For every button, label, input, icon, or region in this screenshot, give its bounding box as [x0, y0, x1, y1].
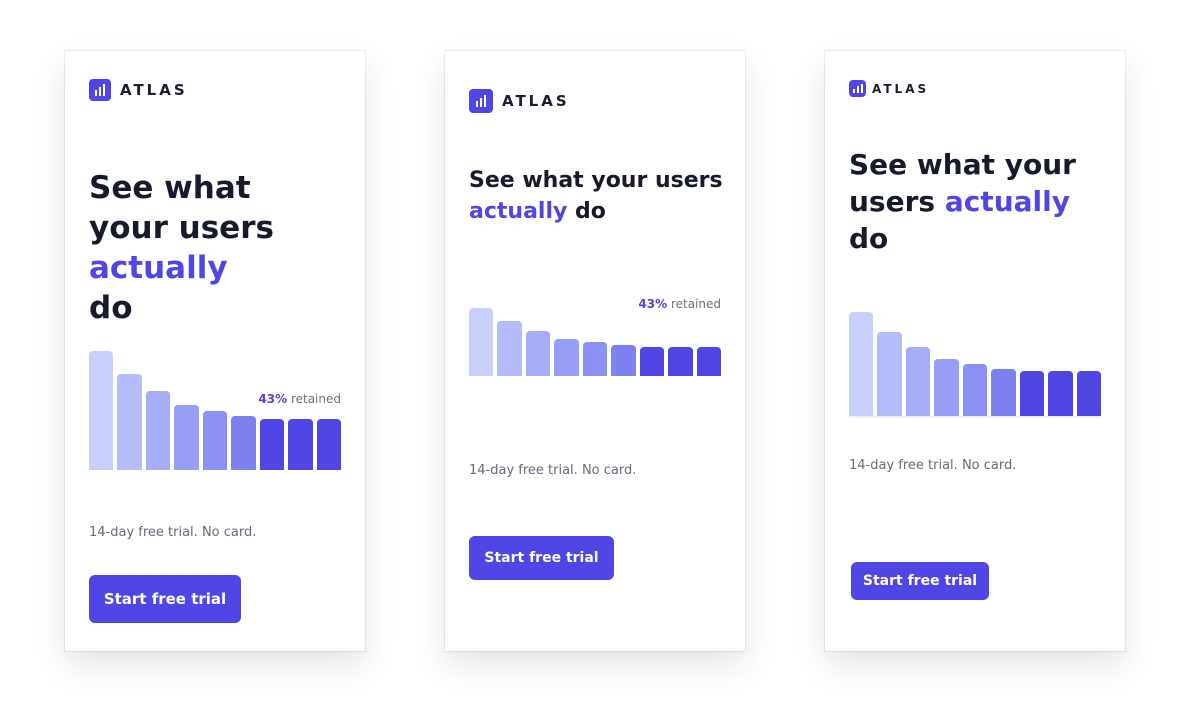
bar — [962, 364, 988, 416]
headline: See what your users actually do — [89, 168, 279, 328]
bar — [554, 338, 579, 376]
bar — [582, 342, 608, 376]
headline: See what your users actually do — [469, 165, 729, 227]
bar — [89, 351, 114, 470]
bar-chart — [469, 308, 721, 376]
note: 14-day free trial. No card. — [89, 525, 257, 540]
bar — [877, 331, 902, 416]
bar — [905, 347, 931, 416]
note: 14-day free trial. No card. — [469, 463, 637, 478]
brand: ATLAS — [502, 92, 570, 110]
headline-text: See what your users — [89, 170, 274, 246]
cta-button[interactable]: Start free trial — [469, 536, 614, 580]
bar-chart — [849, 312, 1101, 418]
bar — [231, 416, 256, 470]
ad-card: ATLAS See what your users actually do 14… — [825, 51, 1125, 651]
bar — [497, 320, 522, 376]
stat: 43% retained — [258, 392, 341, 406]
bar — [288, 418, 313, 470]
bar — [202, 410, 228, 470]
headline-text: See what your users — [849, 148, 1076, 218]
headline-text: do — [849, 222, 889, 255]
note: 14-day free trial. No card. — [849, 458, 1017, 473]
cta-button[interactable]: Start free trial — [851, 562, 989, 600]
bar — [934, 358, 959, 416]
bar — [696, 346, 721, 376]
headline-text: do — [575, 199, 606, 224]
bar — [117, 373, 142, 470]
stat: 43% retained — [638, 297, 721, 311]
stat-value: 43% — [258, 392, 288, 406]
bar — [316, 418, 341, 470]
bar — [174, 404, 199, 470]
bar — [525, 331, 551, 376]
stat-label: retained — [290, 392, 341, 406]
bar — [668, 346, 693, 376]
logo: ATLAS — [89, 79, 188, 101]
bar — [1076, 371, 1101, 416]
stat-value: 43% — [638, 297, 668, 311]
bar — [145, 391, 171, 470]
bar — [849, 312, 874, 416]
bar — [611, 345, 636, 376]
bar — [639, 346, 665, 376]
headline-text: do — [89, 290, 133, 326]
headline-text: See what your users — [469, 168, 723, 193]
cta-button[interactable]: Start free trial — [89, 575, 241, 623]
headline-highlight: actually — [944, 185, 1070, 218]
bar-chart — [89, 351, 341, 470]
bar — [1019, 371, 1045, 416]
headline: See what your users actually do — [849, 146, 1109, 257]
ad-card: ATLAS See what your users actually do 43… — [445, 51, 745, 651]
headline-highlight: actually — [469, 199, 568, 224]
logo: ATLAS — [849, 80, 929, 97]
headline-highlight: actually — [89, 250, 228, 286]
stat-label: retained — [670, 297, 721, 311]
bar — [1048, 371, 1073, 416]
bar — [469, 308, 494, 376]
logo: ATLAS — [469, 89, 570, 113]
brand: ATLAS — [872, 81, 930, 96]
bar — [259, 418, 285, 470]
brand: ATLAS — [120, 81, 188, 99]
bar — [991, 369, 1016, 416]
ad-card: ATLAS See what your users actually do 43… — [65, 51, 365, 651]
